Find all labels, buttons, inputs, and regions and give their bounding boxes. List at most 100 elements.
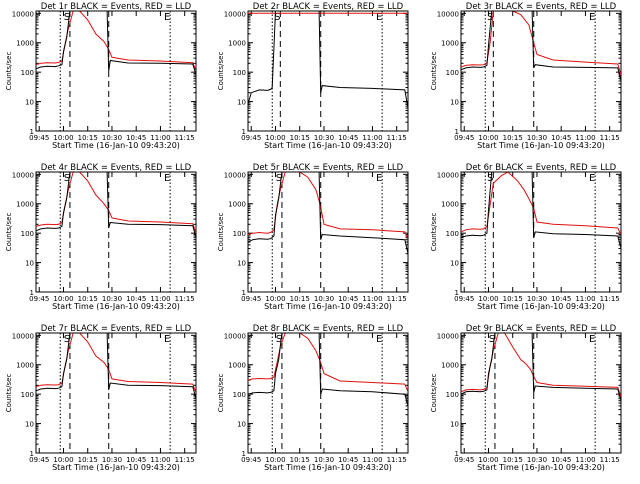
marker-label: E [589, 334, 595, 345]
y-tick-label: 100 [21, 391, 34, 399]
plot-title: Det 6r BLACK = Events, RED = LLD [466, 163, 617, 173]
series-line-lld [36, 333, 196, 394]
x-tick-label: 10:30 [102, 295, 122, 303]
detector-panel: Det 6r BLACK = Events, RED = LLD Counts/s… [430, 163, 622, 311]
x-tick-label: 09:45 [454, 134, 474, 142]
y-tick-label: 100 [446, 391, 459, 399]
plot-frame [35, 332, 197, 454]
x-tick-label: 10:45 [551, 295, 571, 303]
marker-label: S [489, 334, 495, 345]
x-tick-label: 11:15 [600, 456, 620, 464]
detector-panel: Det 7r BLACK = Events, RED = LLD Counts/s… [5, 324, 197, 472]
detector-panel: Det 2r BLACK = Events, RED = LLD Counts/s… [217, 2, 409, 150]
x-tick-label: 10:30 [102, 134, 122, 142]
x-tick-label: 10:15 [503, 134, 523, 142]
y-tick-label: 100 [446, 230, 459, 238]
x-axis-label: Start Time (16-Jan-10 09:43:20) [477, 302, 605, 311]
plot-title: Det 9r BLACK = Events, RED = LLD [466, 324, 617, 334]
series-line-lld [36, 172, 196, 234]
plot-title: Det 3r BLACK = Events, RED = LLD [466, 2, 617, 12]
detector-panel: Det 1r BLACK = Events, RED = LLD Counts/s… [5, 2, 197, 150]
y-tick-label: 10000 [437, 171, 459, 179]
series-line-lld [461, 333, 621, 398]
series-line-events [461, 11, 621, 82]
x-tick-label: 10:00 [53, 134, 73, 142]
y-tick-label: 1 [242, 289, 246, 297]
y-tick-label: 1 [242, 128, 246, 136]
y-tick-label: 1 [30, 450, 34, 458]
x-tick-label: 10:15 [290, 456, 310, 464]
y-tick-label: 10000 [12, 171, 34, 179]
x-tick-label: 11:00 [150, 134, 170, 142]
y-tick-label: 1000 [228, 362, 246, 370]
x-tick-label: 10:00 [265, 456, 285, 464]
plot-title: Det 1r BLACK = Events, RED = LLD [41, 2, 192, 12]
x-tick-label: 09:45 [241, 134, 261, 142]
x-tick-label: 09:45 [29, 134, 49, 142]
y-tick-label: 100 [233, 391, 246, 399]
x-tick-label: 10:00 [53, 456, 73, 464]
marker-label: S [276, 173, 282, 184]
x-tick-label: 11:15 [387, 295, 407, 303]
y-axis-label: Counts/sec [5, 52, 13, 91]
x-tick-label: 10:15 [503, 456, 523, 464]
y-tick-label: 10 [450, 99, 459, 107]
x-tick-label: 09:45 [29, 456, 49, 464]
x-tick-label: 09:45 [241, 456, 261, 464]
marker-label: E [376, 173, 382, 184]
marker-label: S [487, 173, 493, 184]
y-tick-label: 10 [237, 260, 246, 268]
x-tick-label: 11:00 [575, 295, 595, 303]
x-tick-label: 11:15 [387, 456, 407, 464]
plot-frame [460, 332, 622, 454]
x-tick-label: 10:30 [314, 456, 334, 464]
x-tick-label: 10:15 [290, 134, 310, 142]
series-line-events [36, 11, 196, 76]
x-axis-label: Start Time (16-Jan-10 09:43:20) [52, 463, 180, 472]
x-tick-label: 10:45 [551, 134, 571, 142]
y-tick-label: 10000 [437, 332, 459, 340]
marker-label: S [487, 12, 493, 23]
y-tick-label: 1000 [16, 362, 34, 370]
marker-label: S [276, 334, 282, 345]
y-axis-label: Counts/sec [430, 52, 438, 91]
y-tick-label: 1000 [441, 201, 459, 209]
series-line-events [461, 172, 621, 249]
y-tick-label: 10 [450, 421, 459, 429]
y-tick-label: 10 [25, 260, 34, 268]
x-axis-label: Start Time (16-Jan-10 09:43:20) [264, 302, 392, 311]
x-axis-label: Start Time (16-Jan-10 09:43:20) [477, 463, 605, 472]
y-tick-label: 1 [242, 450, 246, 458]
x-tick-label: 10:00 [53, 295, 73, 303]
y-tick-label: 10000 [437, 10, 459, 18]
x-tick-label: 10:45 [551, 456, 571, 464]
marker-label: E [376, 12, 382, 23]
x-tick-label: 11:00 [150, 456, 170, 464]
plot-frame [247, 171, 409, 293]
y-tick-label: 100 [21, 69, 34, 77]
y-tick-label: 1 [455, 450, 459, 458]
x-tick-label: 09:45 [241, 295, 261, 303]
plot-title: Det 8r BLACK = Events, RED = LLD [253, 324, 404, 334]
y-tick-label: 100 [233, 69, 246, 77]
x-tick-label: 10:15 [78, 295, 98, 303]
x-tick-label: 10:30 [527, 295, 547, 303]
plot-title: Det 2r BLACK = Events, RED = LLD [253, 2, 404, 12]
y-axis-label: Counts/sec [430, 213, 438, 252]
y-tick-label: 1000 [16, 201, 34, 209]
x-tick-label: 11:00 [362, 456, 382, 464]
x-tick-label: 10:00 [265, 134, 285, 142]
y-axis-label: Counts/sec [217, 213, 225, 252]
plot-frame [247, 10, 409, 132]
y-tick-label: 10 [237, 421, 246, 429]
y-tick-label: 1000 [228, 40, 246, 48]
y-tick-label: 10 [450, 260, 459, 268]
y-tick-label: 1 [30, 128, 34, 136]
y-axis-label: Counts/sec [217, 374, 225, 413]
x-axis-label: Start Time (16-Jan-10 09:43:20) [264, 141, 392, 150]
x-tick-label: 10:00 [478, 295, 498, 303]
x-tick-label: 10:45 [338, 295, 358, 303]
plot-frame [460, 10, 622, 132]
marker-label: S [64, 334, 70, 345]
